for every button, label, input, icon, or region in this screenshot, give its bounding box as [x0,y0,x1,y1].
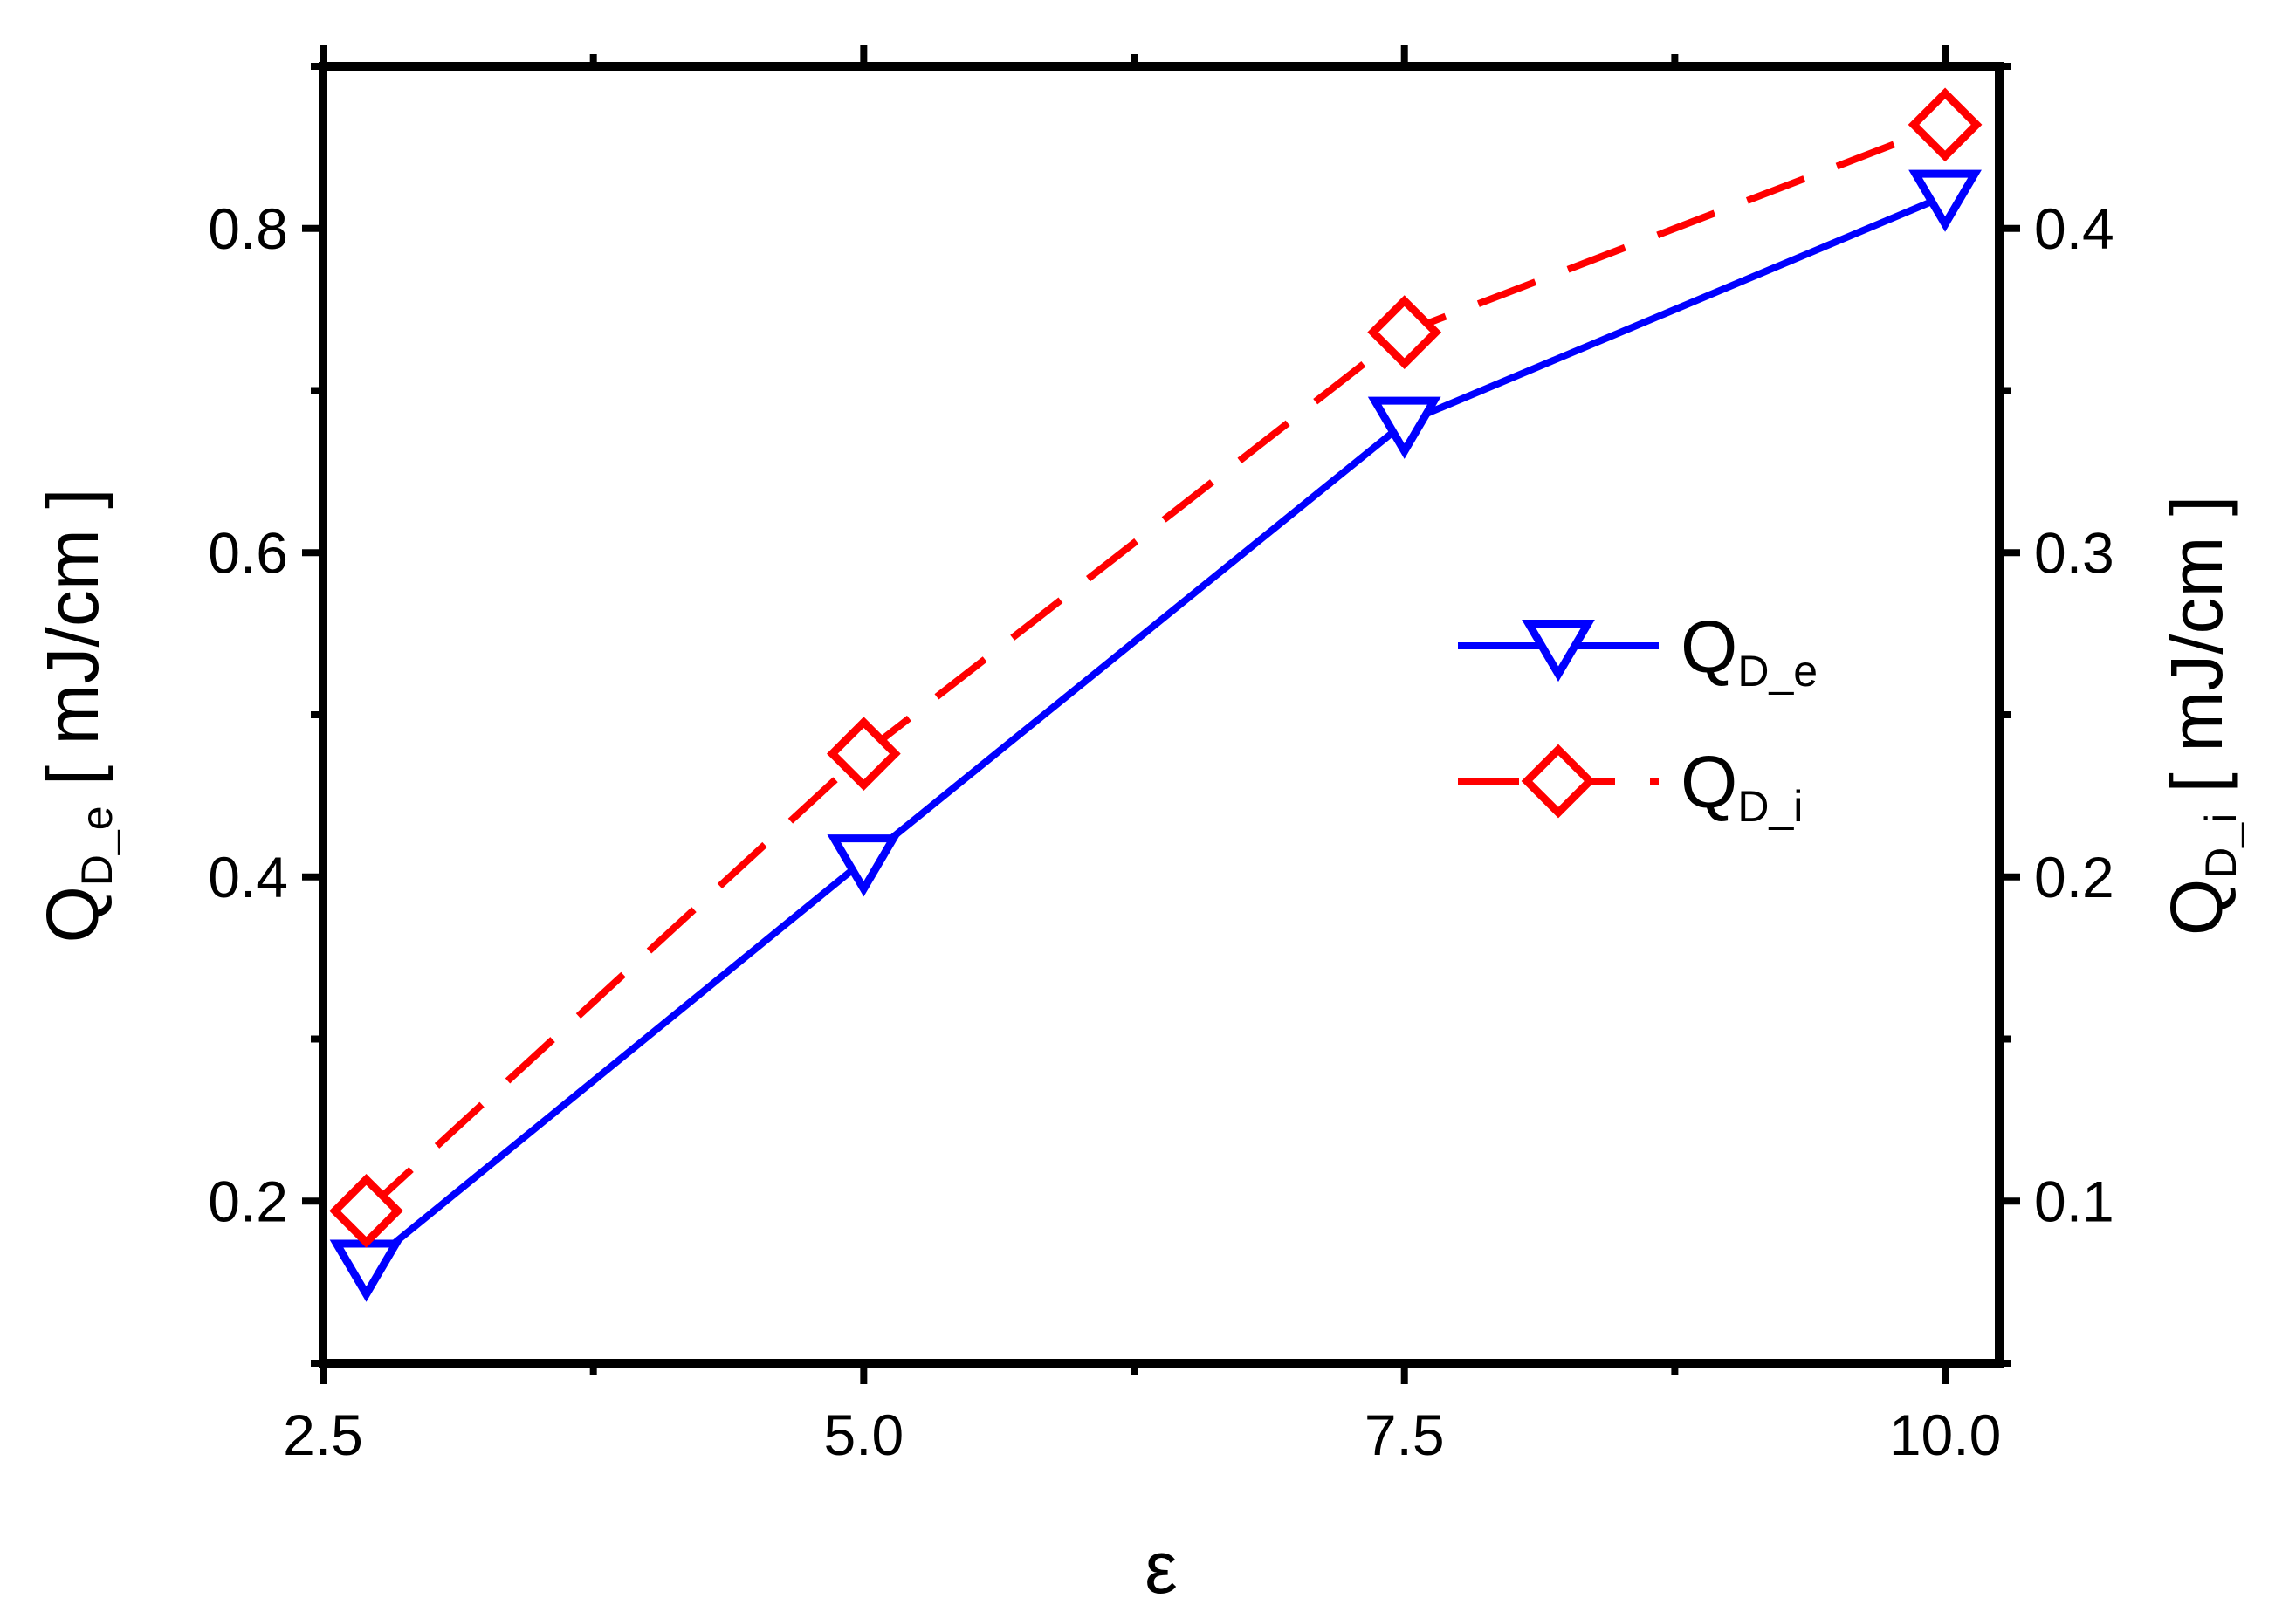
series-1-point-0 [329,1174,403,1248]
series-layer [329,87,1983,1302]
series-line-1 [363,121,1947,1214]
y-left-tick-label: 0.6 [208,520,288,585]
legend-marker-q-d-e [1522,620,1595,682]
y-left-tick-label: 0.4 [208,845,288,909]
y-right-tick-label: 0.1 [2034,1169,2114,1233]
y-right-tick-label: 0.3 [2034,520,2114,585]
legend-label-q-d-i-sub: D_i [1737,782,1803,831]
series-line-0 [364,192,1947,1269]
series-1-point-3 [1908,87,1983,162]
y-right-tick-label: 0.2 [2034,845,2114,909]
x-tick-label: 7.5 [1365,1403,1445,1467]
legend-marker-q-d-i [1521,744,1596,819]
legend-label-q-d-e: QD_e [1681,606,1818,696]
plot-frame [319,62,2004,1368]
y-right-title-main: Q [2155,879,2238,936]
series-0-point-2 [1367,396,1441,459]
legend: QD_e QD_i [1458,606,1818,831]
y-left-title-rest: [ mJ/cm ] [31,488,113,806]
y-right-title-rest: [ mJ/cm ] [2155,496,2238,813]
y-left-tick-label: 0.2 [208,1169,288,1233]
x-tick-label: 10.0 [1889,1403,2001,1467]
series-0-point-1 [827,834,901,897]
x-tick-label: 2.5 [283,1403,363,1467]
y-right-title-sub: D_i [2196,813,2245,879]
legend-label-q-d-e-main: Q [1681,606,1737,688]
y-right-tick-label: 0.4 [2034,196,2114,261]
legend-label-q-d-i: QD_i [1681,741,1803,831]
y-right-axis-title: QD_i [ mJ/cm ] [2155,496,2245,936]
y-left-tick-label: 0.8 [208,196,288,261]
y-left-title-main: Q [31,886,113,943]
series-1-point-2 [1367,295,1442,369]
series-0-point-0 [329,1239,403,1302]
x-axis-title: ε [1145,1526,1177,1605]
series-0-point-3 [1908,169,1982,232]
tick-labels: 2.5 5.0 7.5 10.0 0.2 0.4 0.6 0.8 0.1 0.2 0.3 0.4 [208,196,2114,1467]
legend-label-q-d-i-main: Q [1681,741,1737,823]
x-tick-label: 5.0 [823,1403,904,1467]
legend-entry-q-d-i: QD_i [1458,741,1803,831]
legend-label-q-d-e-sub: D_e [1737,647,1818,696]
axis-ticks [302,45,2020,1384]
series-1-point-1 [826,717,901,791]
y-left-title-sub: D_e [72,806,121,886]
legend-entry-q-d-e: QD_e [1458,606,1818,696]
y-left-axis-title: QD_e [ mJ/cm ] [31,488,121,943]
